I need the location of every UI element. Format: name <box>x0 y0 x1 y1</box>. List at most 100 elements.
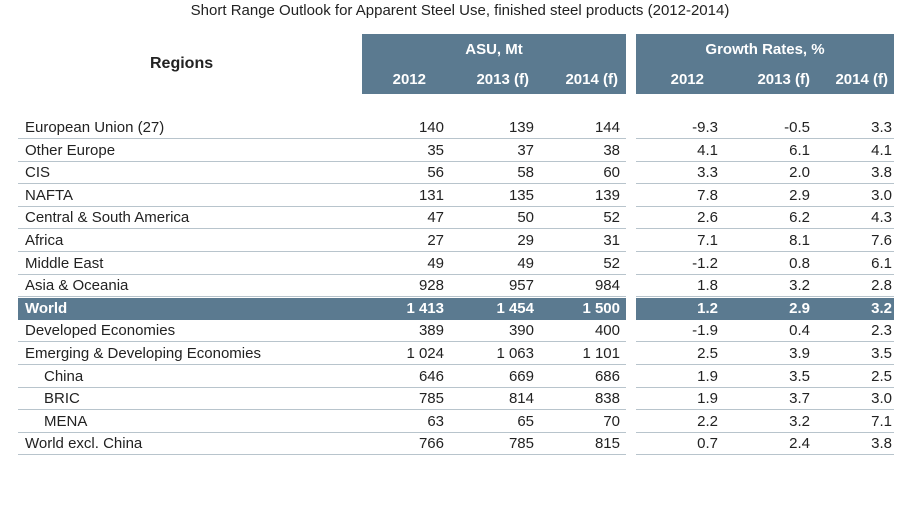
row-divider <box>636 431 894 433</box>
growth-value: 6.1 <box>871 254 892 272</box>
growth-value: 1.8 <box>697 277 718 295</box>
growth-value: -1.9 <box>692 322 718 340</box>
column-header-growth-2014f: 2014 (f) <box>835 71 888 88</box>
asu-value: 389 <box>418 322 444 340</box>
asu-value: 1 500 <box>582 299 620 317</box>
column-header-asu-2013f: 2013 (f) <box>476 71 529 88</box>
row-divider <box>18 454 626 456</box>
growth-value: 6.2 <box>789 209 810 227</box>
asu-value: 47 <box>427 209 444 227</box>
row-label: Developed Economies <box>25 322 176 340</box>
asu-value: 60 <box>603 164 620 182</box>
row-label: Other Europe <box>25 141 116 159</box>
row-label: NAFTA <box>25 186 74 204</box>
growth-value: 3.3 <box>697 164 718 182</box>
table-row: NAFTA 131 135 139 7.8 2.9 3.0 <box>0 185 920 207</box>
growth-value: 3.2 <box>789 277 810 295</box>
asu-value: 63 <box>427 412 444 430</box>
asu-value: 131 <box>418 186 444 204</box>
table-row: Developed Economies 389 390 400 -1.9 0.4 2.3 <box>0 320 920 343</box>
growth-value: 3.8 <box>871 435 892 453</box>
growth-value: 3.5 <box>789 367 810 385</box>
asu-value: 1 101 <box>582 345 620 362</box>
growth-value: 3.2 <box>871 299 892 317</box>
growth-value: 2.5 <box>697 345 718 362</box>
growth-value: 7.8 <box>697 186 718 204</box>
column-group-asu: ASU, Mt 2012 2013 (f) 2014 (f) <box>362 34 626 94</box>
asu-value: 139 <box>594 186 620 204</box>
row-divider <box>18 431 626 433</box>
row-divider <box>18 183 626 185</box>
row-label: Middle East <box>25 254 104 272</box>
row-label: World <box>25 299 68 317</box>
row-divider <box>636 454 894 456</box>
asu-value: 400 <box>594 322 620 340</box>
growth-value: 7.6 <box>871 232 892 249</box>
row-divider <box>636 205 894 207</box>
row-divider <box>18 386 626 388</box>
table-row: CIS 56 58 60 3.3 2.0 3.8 <box>0 162 920 185</box>
row-divider <box>18 409 626 411</box>
chart-title: Short Range Outlook for Apparent Steel U… <box>190 2 730 19</box>
asu-value: 928 <box>418 277 444 295</box>
highlight-band <box>18 297 626 320</box>
asu-value: 1 063 <box>496 345 534 362</box>
row-label: Emerging & Developing Economies <box>25 345 261 362</box>
row-label: European Union (27) <box>25 119 165 136</box>
table-row: Central & South America 47 50 52 2.6 6.2 4.3 <box>0 207 920 230</box>
asu-value: 1 454 <box>496 299 534 317</box>
table-row: World 1 413 1 454 1 500 1.2 2.9 3.2 <box>0 297 920 320</box>
row-divider <box>636 409 894 411</box>
asu-value: 140 <box>418 119 444 136</box>
table-row: Asia & Oceania 928 957 984 1.8 3.2 2.8 <box>0 275 920 298</box>
growth-value: 1.9 <box>697 367 718 385</box>
growth-value: 7.1 <box>697 232 718 249</box>
row-divider <box>636 273 894 275</box>
asu-value: 49 <box>517 254 534 272</box>
row-divider <box>636 228 894 230</box>
growth-value: 1.2 <box>697 299 718 317</box>
growth-value: 4.1 <box>697 141 718 159</box>
growth-value: 2.8 <box>871 277 892 295</box>
table-row: Emerging & Developing Economies 1 024 1 06… <box>0 343 920 365</box>
row-divider <box>636 251 894 252</box>
asu-value: 27 <box>427 232 444 249</box>
row-label: Central & South America <box>25 209 190 227</box>
growth-value: 3.0 <box>871 390 892 408</box>
table-row: Other Europe 35 37 38 4.1 6.1 4.1 <box>0 140 920 162</box>
column-header-asu-2012: 2012 <box>392 71 426 88</box>
table-row: China 646 669 686 1.9 3.5 2.5 <box>0 366 920 388</box>
row-divider <box>636 160 894 162</box>
asu-value: 49 <box>427 254 444 272</box>
asu-value: 65 <box>517 412 534 430</box>
row-label: Africa <box>25 232 64 249</box>
asu-value: 766 <box>418 435 444 453</box>
row-divider <box>636 138 894 139</box>
asu-value: 838 <box>594 390 620 408</box>
asu-value: 957 <box>508 277 534 295</box>
asu-value: 52 <box>603 254 620 272</box>
row-divider <box>636 386 894 388</box>
asu-value: 135 <box>508 186 534 204</box>
asu-value: 50 <box>517 209 534 227</box>
growth-value: 7.1 <box>871 412 892 430</box>
growth-value: 2.3 <box>871 322 892 340</box>
asu-value: 984 <box>594 277 620 295</box>
table-row: Middle East 49 49 52 -1.2 0.8 6.1 <box>0 253 920 275</box>
growth-value: 3.8 <box>871 164 892 182</box>
growth-value: 8.1 <box>789 232 810 249</box>
row-label: World excl. China <box>25 435 143 453</box>
row-label: CIS <box>25 164 51 182</box>
row-divider <box>636 364 894 365</box>
row-divider <box>18 273 626 275</box>
growth-value: 0.8 <box>789 254 810 272</box>
growth-value: 1.9 <box>697 390 718 408</box>
row-divider <box>18 205 626 207</box>
growth-value: 2.9 <box>789 186 810 204</box>
asu-value: 56 <box>427 164 444 182</box>
asu-value: 52 <box>603 209 620 227</box>
asu-value: 390 <box>508 322 534 340</box>
growth-value: 2.0 <box>789 164 810 182</box>
table-row: Africa 27 29 31 7.1 8.1 7.6 <box>0 230 920 252</box>
row-divider <box>18 364 626 365</box>
